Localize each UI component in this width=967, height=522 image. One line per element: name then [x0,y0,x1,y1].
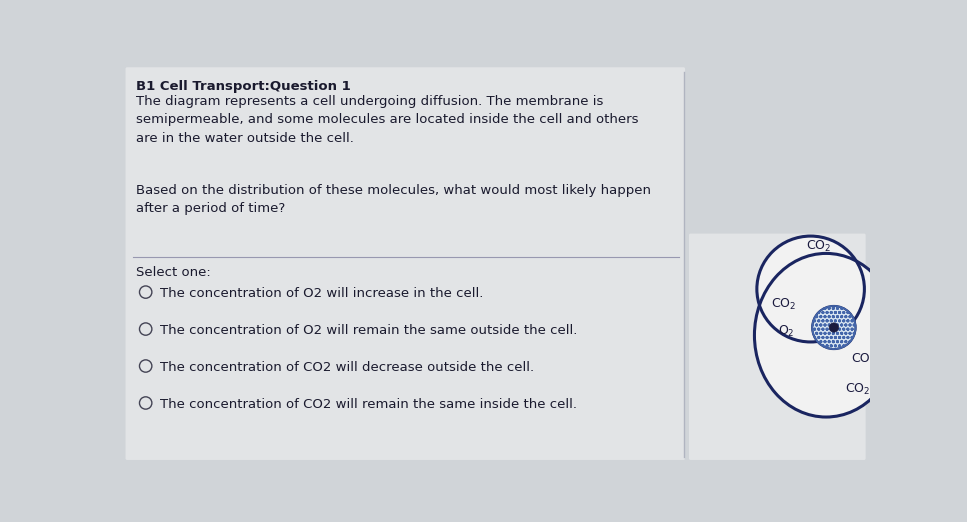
Text: The diagram represents a cell undergoing diffusion. The membrane is
semipermeabl: The diagram represents a cell undergoing… [136,95,639,145]
Text: B1 Cell Transport:Question 1: B1 Cell Transport:Question 1 [136,79,351,92]
Circle shape [812,306,856,349]
Text: CO$_2$: CO$_2$ [806,239,831,254]
Text: CO$_2$: CO$_2$ [845,382,870,397]
Ellipse shape [754,253,897,417]
Text: Select one:: Select one: [136,266,211,279]
FancyBboxPatch shape [689,233,865,460]
Text: The concentration of O2 will increase in the cell.: The concentration of O2 will increase in… [160,288,483,301]
Ellipse shape [757,236,864,342]
FancyBboxPatch shape [126,67,685,460]
Text: The concentration of CO2 will remain the same inside the cell.: The concentration of CO2 will remain the… [160,398,576,411]
Text: Based on the distribution of these molecules, what would most likely happen
afte: Based on the distribution of these molec… [136,184,652,215]
Text: CO: CO [852,352,870,365]
Text: O$_2$: O$_2$ [777,324,794,339]
Text: CO$_2$: CO$_2$ [771,297,796,312]
Text: The concentration of CO2 will decrease outside the cell.: The concentration of CO2 will decrease o… [160,361,534,374]
Circle shape [830,323,838,332]
Text: The concentration of O2 will remain the same outside the cell.: The concentration of O2 will remain the … [160,325,577,337]
